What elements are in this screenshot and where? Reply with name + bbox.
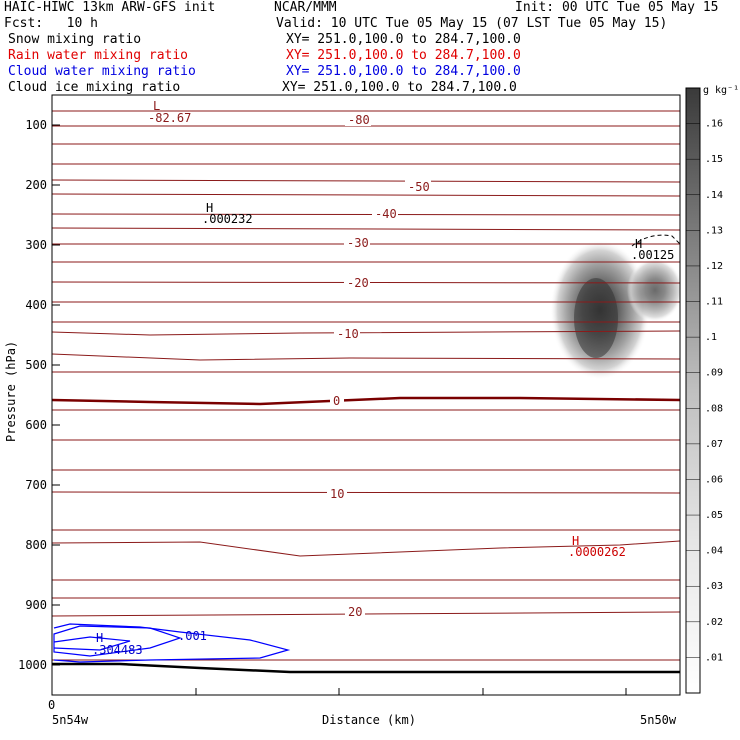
y-tick-label-100: 100 — [25, 118, 47, 132]
low-marker: L — [153, 99, 160, 113]
colorbar-label-5: .06 — [705, 474, 723, 485]
rain-high-marker: H — [572, 534, 579, 548]
colorbar-label-11: .12 — [705, 261, 723, 272]
colorbar-label-3: .04 — [705, 546, 723, 557]
temp-label-0: 0 — [333, 394, 340, 408]
y-tick-label-200: 200 — [25, 178, 47, 192]
colorbar-ramp — [685, 87, 701, 694]
temp-label-10: 10 — [330, 487, 344, 501]
forecast-hour: Fcst: 10 h — [4, 16, 98, 31]
isotherm-line — [52, 611, 680, 617]
cloud-water-contours — [53, 623, 291, 663]
rain-high-value: .0000262 — [568, 545, 626, 559]
colorbar-label-14: .15 — [705, 154, 723, 165]
colorbar-label-6: .07 — [705, 439, 723, 450]
y-axis-title: Pressure (hPa) — [4, 341, 18, 442]
ground-line — [52, 662, 680, 674]
y-tick-label-300: 300 — [25, 238, 47, 252]
pressure-axis: 100 200 300 400 500 600 700 800 900 1000 — [18, 118, 60, 672]
isotherm-line — [52, 540, 680, 557]
isotherm-line — [52, 330, 680, 336]
field-rain-name: Rain water mixing ratio — [8, 48, 189, 63]
isotherm-line — [52, 179, 680, 183]
cloudwater-contour-label: .001 — [178, 629, 207, 643]
colorbar-unit: g kg⁻¹ — [703, 85, 739, 96]
y-tick-label-500: 500 — [25, 358, 47, 372]
snow-high-marker: H — [206, 201, 213, 215]
temp-label-minus80: -80 — [348, 113, 370, 127]
y-tick-label-400: 400 — [25, 298, 47, 312]
cloudwater-high-value: .304483 — [92, 643, 143, 657]
field-cloudwater-name: Cloud water mixing ratio — [8, 64, 196, 79]
field-cloudice-xy: XY= 251.0,100.0 to 284.7,100.0 — [282, 80, 517, 95]
ice-high-value: .00125 — [631, 248, 674, 262]
colorbar-label-1: .02 — [705, 617, 723, 628]
colorbar-label-0: .01 — [705, 652, 723, 663]
colorbar-label-4: .05 — [705, 510, 723, 521]
temp-label-minus40: -40 — [375, 207, 397, 221]
x-tick-label-0: 0 — [48, 698, 55, 712]
y-tick-label-700: 700 — [25, 478, 47, 492]
x-end-label: 5n50w — [640, 713, 677, 727]
field-rain-xy: XY= 251.0,100.0 to 284.7,100.0 — [286, 48, 521, 63]
init-time: Init: 00 UTC Tue 05 May 15 — [515, 0, 719, 15]
field-snow-xy: XY= 251.0,100.0 to 284.7,100.0 — [286, 32, 521, 47]
temp-label-minus10: -10 — [337, 327, 359, 341]
temp-label-minus30: -30 — [347, 236, 369, 250]
temp-label-minus50: -50 — [408, 180, 430, 194]
colorbar: g kg⁻¹ .01 .02 .03 .04 .05 .06 .07 .08 .09 .1 .11.… — [685, 85, 739, 694]
isotherm-line — [52, 193, 680, 197]
snow-core-inner — [574, 278, 618, 358]
colorbar-label-10: .11 — [705, 297, 723, 308]
field-snow-name: Snow mixing ratio — [8, 32, 142, 47]
x-axis-title: Distance (km) — [322, 713, 416, 727]
isotherm-line — [52, 213, 680, 216]
valid-time: Valid: 10 UTC Tue 05 May 15 (07 LST Tue … — [276, 16, 668, 31]
isotherm-line — [52, 491, 680, 494]
plot-frame — [51, 94, 681, 696]
colorbar-label-13: .14 — [705, 190, 723, 201]
y-tick-label-900: 900 — [25, 598, 47, 612]
y-tick-label-800: 800 — [25, 538, 47, 552]
field-cloudwater-xy: XY= 251.0,100.0 to 284.7,100.0 — [286, 64, 521, 79]
temperature-labels: -80 -50 -40 -30 -20 -10 0 10 20 — [327, 113, 431, 619]
y-tick-label-600: 600 — [25, 418, 47, 432]
snow-high-value: .000232 — [202, 212, 253, 226]
y-tick-label-1000: 1000 — [18, 658, 47, 672]
colorbar-label-7: .08 — [705, 403, 723, 414]
x-axis: 0 5n54w 5n50w Distance (km) — [48, 688, 677, 727]
cloudwater-high-marker: H — [96, 631, 103, 645]
colorbar-label-15: .16 — [705, 119, 723, 130]
colorbar-label-8: .09 — [705, 368, 723, 379]
low-value: -82.67 — [148, 111, 191, 125]
colorbar-label-9: .1 — [705, 332, 717, 343]
temp-label-minus20: -20 — [347, 276, 369, 290]
colorbar-label-12: .13 — [705, 225, 723, 236]
isotherm-line — [52, 353, 680, 361]
isotherm-line — [52, 227, 680, 231]
ice-high-marker: H — [635, 237, 642, 251]
ice-dashed-contour — [631, 234, 681, 247]
institution-label: NCAR/MMM — [274, 0, 337, 15]
model-title: HAIC-HIWC 13km ARW-GFS init — [4, 0, 216, 15]
snow-lobe — [627, 258, 680, 322]
extrema-annotations: L -82.67 H .000232 H .00125 H .0000262 H… — [92, 99, 674, 657]
isotherm-group — [52, 110, 680, 661]
x-start-label: 5n54w — [52, 713, 89, 727]
zero-isotherm — [52, 396, 680, 406]
temp-label-20: 20 — [348, 605, 362, 619]
colorbar-label-2: .03 — [705, 581, 723, 592]
field-cloudice-name: Cloud ice mixing ratio — [8, 80, 181, 95]
